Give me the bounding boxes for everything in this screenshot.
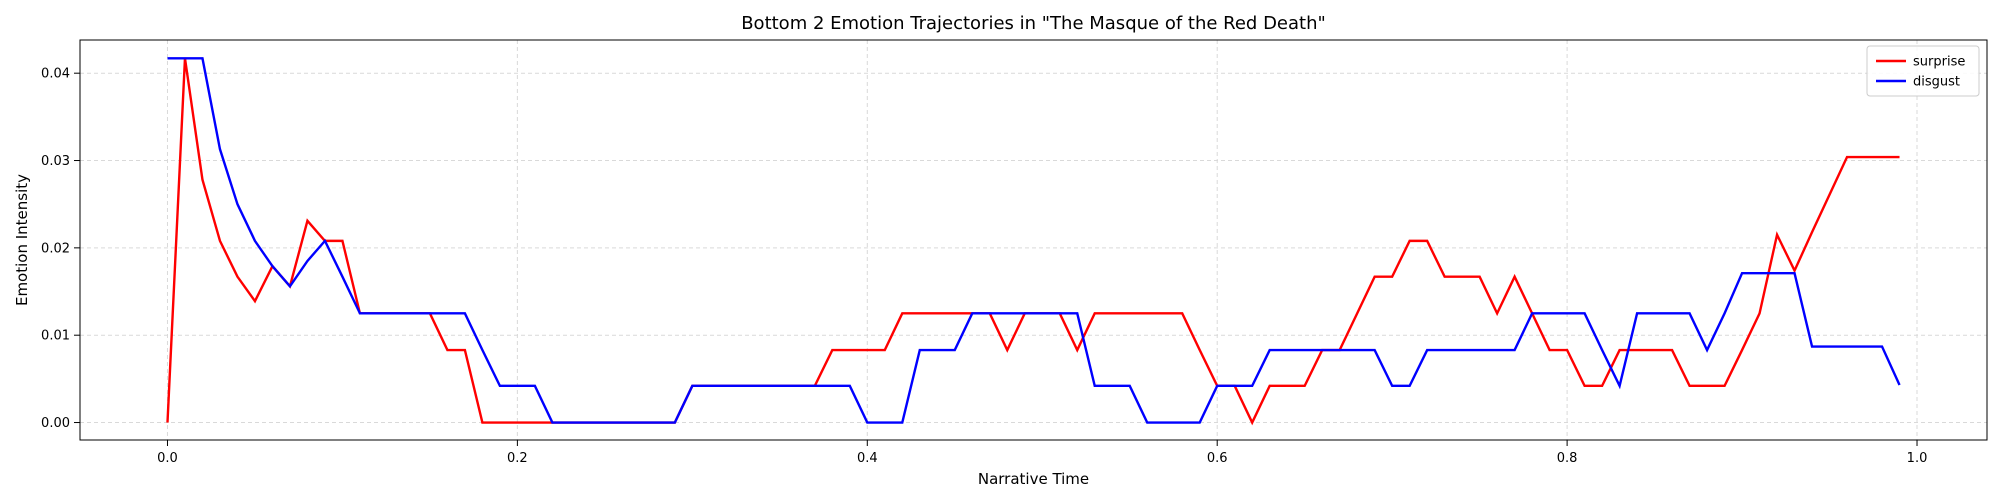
- chart-title: Bottom 2 Emotion Trajectories in "The Ma…: [741, 13, 1326, 34]
- y-tick-label: 0.02: [41, 241, 70, 256]
- series-line-surprise: [166, 58, 1900, 426]
- x-tick-label: 0.6: [1207, 451, 1228, 466]
- grid: [80, 40, 1987, 440]
- x-tick-label: 0.8: [1557, 451, 1578, 466]
- y-tick-label: 0.01: [41, 329, 70, 344]
- legend: surprise disgust: [1866, 45, 1980, 97]
- legend-label-surprise: surprise: [1913, 55, 1965, 70]
- plot-frame: [79, 39, 1988, 441]
- y-axis: 0.00 0.01 0.02 0.03 0.04: [41, 67, 80, 431]
- legend-label-disgust: disgust: [1913, 75, 1960, 90]
- legend-box: [1866, 45, 1980, 97]
- series-line-disgust: [167, 57, 1901, 424]
- x-tick-label: 0.2: [507, 451, 528, 466]
- series-lines: [166, 57, 1901, 426]
- y-axis-label: Emotion Intensity: [13, 174, 31, 306]
- y-tick-label: 0.04: [41, 67, 70, 82]
- x-tick-label: 0.0: [157, 451, 178, 466]
- y-tick-label: 0.03: [41, 154, 70, 169]
- x-tick-label: 0.4: [857, 451, 878, 466]
- x-axis: 0.0 0.2 0.4 0.6 0.8 1.0: [157, 440, 1927, 466]
- x-tick-label: 1.0: [1907, 451, 1928, 466]
- x-axis-label: Narrative Time: [978, 470, 1089, 488]
- y-tick-label: 0.00: [41, 416, 70, 431]
